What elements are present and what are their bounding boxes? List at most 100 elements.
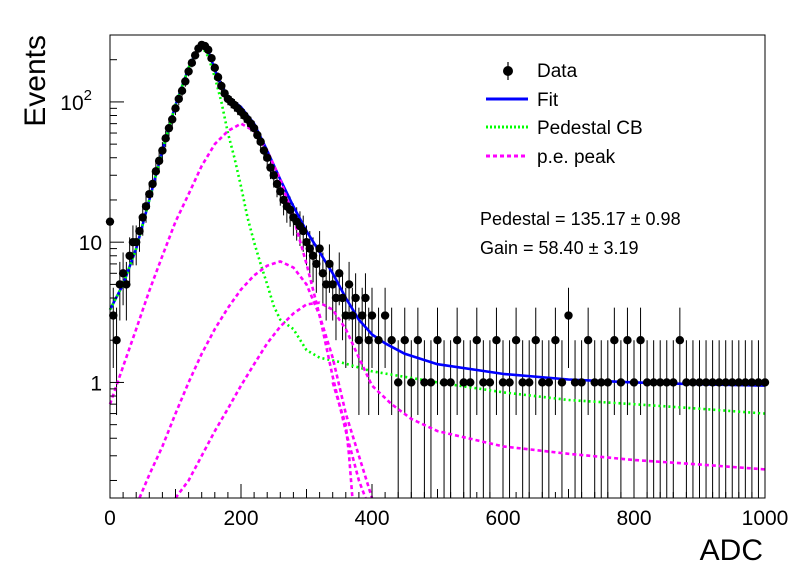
x-tick-label: 800 <box>616 507 651 530</box>
data-point <box>433 336 442 345</box>
data-point <box>213 73 223 82</box>
data-point <box>357 311 367 320</box>
data-point <box>181 77 190 86</box>
data-point <box>177 86 187 96</box>
data-point <box>446 378 455 387</box>
data-point <box>525 378 534 387</box>
data-point <box>623 336 632 345</box>
data-point <box>122 280 131 289</box>
data-point <box>479 378 488 387</box>
data-point <box>629 378 639 387</box>
data-point <box>747 378 757 387</box>
legend-label-fit: Fit <box>537 90 559 111</box>
x-tick-label: 200 <box>223 507 258 530</box>
data-point <box>249 123 259 133</box>
data-point <box>154 156 164 166</box>
data-point <box>210 63 219 73</box>
legend-data-marker <box>503 66 513 76</box>
legend-entry-pedestal: Pedestal CB <box>486 118 643 139</box>
data-point <box>256 137 265 146</box>
data-point <box>577 378 586 387</box>
data-point <box>557 378 567 387</box>
data-point <box>190 51 200 60</box>
data-point <box>331 293 341 303</box>
data-point <box>145 189 154 199</box>
legend-label-data: Data <box>537 61 578 82</box>
data-point <box>407 378 416 387</box>
data-point <box>341 311 350 320</box>
data-point <box>420 378 429 387</box>
data-point <box>276 187 285 196</box>
legend-entry-data: Data <box>503 61 578 82</box>
data-point <box>688 378 698 387</box>
data-point <box>695 378 704 387</box>
data-point <box>498 378 508 387</box>
data-point <box>308 251 318 260</box>
data-point <box>734 378 743 387</box>
data-point <box>187 58 197 68</box>
data-point <box>636 336 645 345</box>
legend-entry-fit: Fit <box>486 90 559 111</box>
data-point <box>367 311 377 320</box>
data-point <box>642 378 652 387</box>
curve-p-e-peak-tail <box>331 382 354 499</box>
data-point <box>318 269 328 278</box>
data-point <box>263 153 272 162</box>
data-point <box>413 336 423 345</box>
data-point <box>656 378 665 387</box>
data-point <box>171 104 180 113</box>
data-point <box>675 336 685 345</box>
data-point <box>312 259 321 269</box>
data-point <box>662 378 671 387</box>
data-point <box>466 378 475 387</box>
x-tick-label: 0 <box>104 507 116 530</box>
data-point <box>364 336 373 345</box>
data-point <box>485 378 495 387</box>
data-point <box>325 259 334 269</box>
data-point <box>125 251 134 260</box>
data-point <box>279 195 288 205</box>
data-point <box>115 280 125 289</box>
data-point <box>492 336 501 345</box>
data-point <box>669 378 678 387</box>
data-point <box>207 53 216 63</box>
legend-entry-pe-peak: p.e. peak <box>486 147 616 168</box>
data-point <box>616 378 626 387</box>
data-point <box>564 311 573 320</box>
data-point <box>597 378 606 387</box>
data-point <box>538 378 547 387</box>
data-point <box>708 378 717 387</box>
data-point <box>741 378 750 387</box>
data-point <box>118 269 128 278</box>
x-tick-label: 400 <box>354 507 389 530</box>
data-point <box>701 378 711 387</box>
x-axis-title: ADC <box>700 534 763 567</box>
data-point <box>505 378 514 387</box>
data-point <box>305 244 314 253</box>
y-tick-label: 10 <box>79 232 102 255</box>
data-point <box>161 134 170 143</box>
data-point <box>570 378 580 387</box>
data-point <box>518 378 527 387</box>
data-point <box>168 115 177 124</box>
pedestal-annotation: Pedestal = 135.17 ± 0.98 <box>480 209 681 229</box>
data-point <box>269 171 278 180</box>
data-point <box>351 293 360 303</box>
data-point <box>132 237 141 247</box>
data-point <box>511 336 521 345</box>
data-point <box>272 179 282 189</box>
data-point <box>338 293 347 303</box>
y-tick-label: 1 <box>90 372 102 395</box>
data-point <box>259 146 269 155</box>
data-point <box>721 378 730 387</box>
y-tick-label: 102 <box>60 87 92 115</box>
y-axis: 1 10 102 <box>60 34 124 481</box>
curve-p-e-peak-3 <box>174 301 766 499</box>
x-tick-label: 600 <box>485 507 520 530</box>
data-point <box>348 311 357 320</box>
data-point <box>204 45 213 55</box>
data-point <box>344 280 354 289</box>
data-point <box>531 336 540 345</box>
data-point <box>141 202 151 211</box>
data-point <box>472 336 481 345</box>
